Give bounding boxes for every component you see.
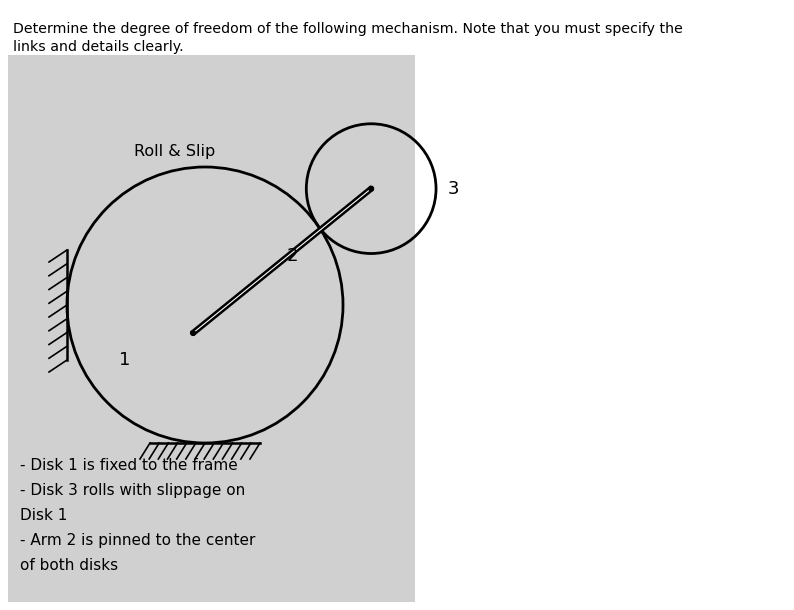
Circle shape	[192, 332, 194, 334]
Circle shape	[191, 331, 195, 335]
Text: - Disk 1 is fixed to the frame: - Disk 1 is fixed to the frame	[20, 458, 237, 473]
Text: Disk 1: Disk 1	[20, 508, 67, 523]
Circle shape	[370, 188, 372, 190]
Text: - Disk 3 rolls with slippage on: - Disk 3 rolls with slippage on	[20, 483, 245, 498]
Text: Roll & Slip: Roll & Slip	[134, 144, 216, 159]
Text: links and details clearly.: links and details clearly.	[13, 40, 183, 54]
Text: 3: 3	[448, 179, 460, 198]
Text: of both disks: of both disks	[20, 558, 118, 573]
Text: 2: 2	[287, 247, 298, 265]
Text: - Arm 2 is pinned to the center: - Arm 2 is pinned to the center	[20, 533, 256, 548]
Text: 1: 1	[119, 351, 131, 369]
Bar	[8, 55, 415, 602]
Polygon shape	[192, 187, 372, 334]
Circle shape	[369, 187, 373, 190]
Text: Determine the degree of freedom of the following mechanism. Note that you must s: Determine the degree of freedom of the f…	[13, 22, 683, 36]
